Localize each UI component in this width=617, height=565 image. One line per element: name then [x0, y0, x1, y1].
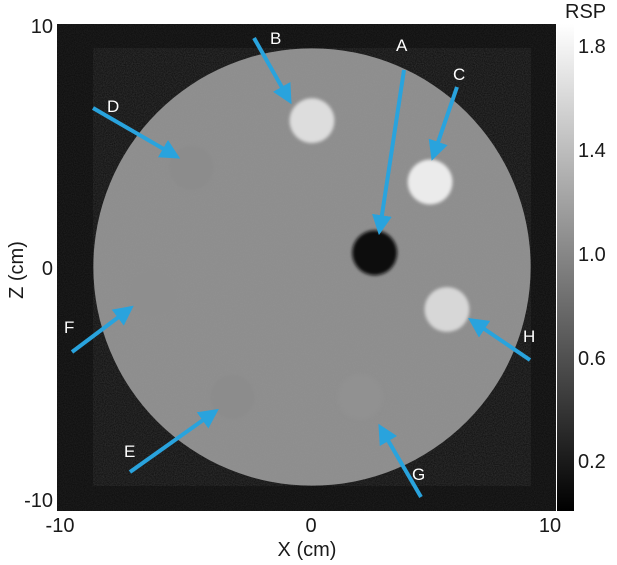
label-h: H — [523, 327, 535, 346]
arrow-c — [428, 86, 459, 161]
insert-d — [169, 145, 214, 191]
insert-f — [130, 270, 176, 316]
insert-e — [210, 374, 255, 420]
label-e: E — [124, 442, 135, 461]
label-d: D — [107, 97, 119, 116]
ytick-bottom: -10 — [24, 490, 53, 512]
arrows-layer — [70, 37, 532, 499]
label-a: A — [396, 36, 408, 55]
arrow-e — [128, 408, 219, 474]
colorbar-title: RSP — [565, 1, 606, 23]
arrow-b — [252, 37, 292, 105]
ytick-top: 10 — [31, 16, 53, 38]
colorbar-tick-2: 1.4 — [578, 140, 606, 162]
label-b: B — [270, 29, 281, 48]
colorbar-tick-5: 0.2 — [578, 451, 606, 473]
xtick-mid: 0 — [305, 515, 316, 537]
ytick-mid: 0 — [42, 258, 53, 280]
x-axis-label: X (cm) — [278, 539, 337, 561]
label-c: C — [453, 65, 465, 84]
arrow-f — [70, 305, 134, 354]
arrow-g — [378, 423, 423, 499]
colorbar-tick-3: 1.0 — [578, 244, 606, 266]
colorbar — [557, 24, 574, 511]
xtick-left: -10 — [46, 515, 75, 537]
insert-g — [337, 374, 383, 420]
xtick-right: 10 — [539, 515, 561, 537]
insert-labels: B A C D F H E G — [64, 29, 535, 484]
arrow-h — [468, 317, 532, 362]
insert-a — [352, 230, 398, 276]
colorbar-tick-1: 1.8 — [578, 36, 606, 58]
label-g: G — [412, 465, 425, 484]
insert-b — [289, 98, 335, 144]
colorbar-tick-4: 0.6 — [578, 348, 606, 370]
inserts-layer — [130, 98, 470, 420]
y-axis-label: Z (cm) — [6, 241, 28, 299]
arrow-a — [372, 69, 406, 236]
label-f: F — [64, 318, 74, 337]
insert-h — [424, 287, 470, 332]
insert-c — [407, 159, 453, 205]
arrow-d — [91, 106, 181, 159]
